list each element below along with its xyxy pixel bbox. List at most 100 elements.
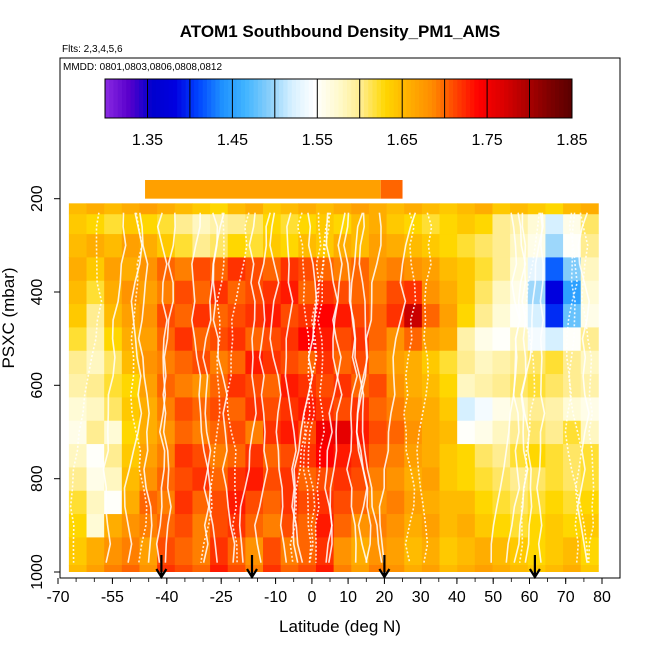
heatmap-cell xyxy=(245,257,264,281)
heatmap-cell xyxy=(315,257,335,281)
heatmap-cell xyxy=(157,327,176,351)
profile-trace xyxy=(123,212,143,563)
heatmap-cell xyxy=(210,327,229,351)
heatmap-cell xyxy=(210,565,229,572)
colorbar-segment xyxy=(257,79,263,118)
colorbar-segment xyxy=(121,79,127,118)
flights-note: Flts: 2,3,4,5,6 xyxy=(62,44,123,55)
heatmap-cell xyxy=(157,513,176,538)
heatmap-cell xyxy=(368,467,387,491)
heatmap-cell xyxy=(86,327,105,351)
heatmap-cell xyxy=(563,513,582,538)
colorbar-segment xyxy=(359,79,365,118)
heatmap-cell xyxy=(563,327,582,351)
heatmap-cell xyxy=(545,213,564,235)
colorbar-segment xyxy=(334,79,339,118)
heatmap-cell xyxy=(210,537,229,566)
x-tick-label: 70 xyxy=(557,589,575,606)
heatmap-cell xyxy=(404,397,423,421)
heatmap-cell xyxy=(386,467,405,491)
heatmap-cell xyxy=(474,565,493,572)
heatmap-cell xyxy=(86,490,105,515)
heatmap-cell xyxy=(421,373,440,398)
heatmap-cell xyxy=(121,467,140,491)
heatmap-cell xyxy=(263,233,282,258)
heatmap-cell xyxy=(263,490,282,515)
profile-trace xyxy=(284,212,304,563)
heatmap-cell xyxy=(386,443,405,468)
heatmap-cell xyxy=(210,420,229,445)
flight-arrow xyxy=(155,555,168,580)
colorbar-segment xyxy=(380,79,386,118)
heatmap-cell xyxy=(68,327,87,351)
heatmap-cell xyxy=(174,513,193,538)
heatmap-cell xyxy=(492,565,511,572)
heatmap-cell xyxy=(263,280,282,305)
profile-trace xyxy=(253,212,271,563)
heatmap-cell xyxy=(227,203,246,215)
heatmap-cell xyxy=(474,233,493,258)
colorbar-segment xyxy=(215,79,221,118)
colorbar-segment xyxy=(393,79,399,118)
heatmap-cell xyxy=(580,420,599,445)
colorbar xyxy=(104,78,573,119)
heatmap-cell xyxy=(68,303,87,328)
heatmap-cell xyxy=(298,513,317,538)
colorbar-segment xyxy=(223,79,229,118)
heatmap-cell xyxy=(121,213,140,235)
heatmap-cell xyxy=(104,397,123,421)
heatmap-cell xyxy=(315,203,335,215)
colorbar-tick-label: 1.65 xyxy=(387,132,418,149)
heatmap-cell xyxy=(368,397,387,421)
heatmap-cell xyxy=(68,373,87,398)
heatmap-cell xyxy=(386,233,405,258)
colorbar-segment xyxy=(563,79,569,118)
heatmap-cell xyxy=(545,233,564,258)
colorbar-segment xyxy=(368,79,373,118)
heatmap-cell xyxy=(492,213,511,235)
heatmap-cell xyxy=(351,213,370,235)
heatmap-cell xyxy=(351,203,370,215)
heatmap-cell xyxy=(245,565,264,572)
heatmap-cell xyxy=(474,443,493,468)
heatmap-cell xyxy=(368,443,387,468)
heatmap-cell xyxy=(139,443,158,468)
heatmap-cell xyxy=(580,490,599,515)
colorbar-segment xyxy=(172,79,178,118)
colorbar-segment xyxy=(219,79,225,118)
heatmap-cell xyxy=(439,397,458,421)
x-tick-label: -25 xyxy=(210,589,233,606)
colorbar-segment xyxy=(291,79,297,118)
heatmap-cell xyxy=(510,513,529,538)
heatmap-cell xyxy=(439,213,458,235)
heatmap-cell xyxy=(404,537,423,566)
colorbar-segment xyxy=(436,79,441,118)
heatmap-cell xyxy=(174,350,193,375)
profile-trace xyxy=(518,212,540,563)
y-tick-label: 600 xyxy=(29,372,46,399)
profile-trace xyxy=(378,212,417,563)
heatmap-cell xyxy=(298,443,317,468)
heatmap-cell xyxy=(139,373,158,398)
profile-trace xyxy=(576,212,591,563)
flight-arrow xyxy=(378,555,391,580)
heatmap-cell xyxy=(368,565,387,572)
heatmap-cell xyxy=(227,373,246,398)
profile-trace xyxy=(520,212,533,563)
colorbar-segment xyxy=(431,79,437,118)
heatmap-cell xyxy=(227,443,246,468)
heatmap-cell xyxy=(139,513,158,538)
heatmap-cell xyxy=(421,203,440,215)
heatmap-cell xyxy=(492,397,511,421)
heatmap-cell xyxy=(139,420,158,445)
heatmap-cell xyxy=(86,233,105,258)
heatmap-cell xyxy=(457,303,476,328)
heatmap-cell xyxy=(192,537,211,566)
heatmap-cell xyxy=(510,565,529,572)
heatmap-cell xyxy=(421,303,440,328)
colorbar-segment xyxy=(113,79,119,118)
heatmap-cell xyxy=(104,233,123,258)
plot-area xyxy=(59,57,621,579)
heatmap-cell xyxy=(439,203,458,215)
colorbar-segment xyxy=(529,79,535,118)
